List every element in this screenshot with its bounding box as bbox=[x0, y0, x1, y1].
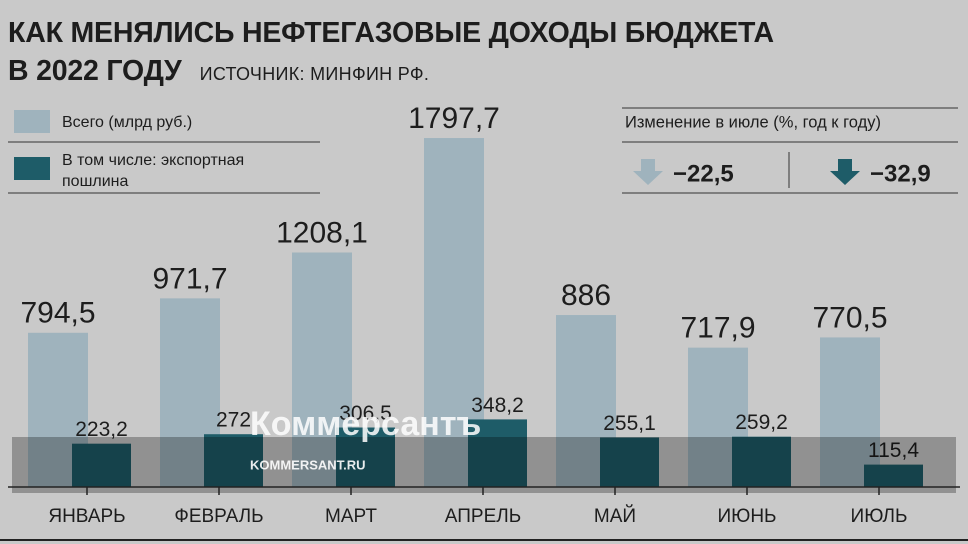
bar bbox=[204, 434, 263, 487]
value-label: 223,2 bbox=[75, 418, 128, 441]
value-label: 306,5 bbox=[339, 402, 392, 425]
bar bbox=[732, 436, 791, 487]
legend-swatch bbox=[14, 110, 50, 133]
x-tick-label: ИЮЛЬ bbox=[851, 506, 908, 527]
change-title: Изменение в июле (%, год к году) bbox=[625, 113, 881, 131]
bar bbox=[820, 337, 880, 487]
change-arrow bbox=[633, 159, 663, 185]
watermark-band bbox=[12, 437, 956, 493]
value-label: 770,5 bbox=[812, 301, 887, 334]
watermark-logo: Коммерсантъ bbox=[250, 405, 481, 443]
value-label: 115,4 bbox=[868, 439, 919, 462]
legend-swatch bbox=[14, 157, 50, 180]
value-label: 348,2 bbox=[471, 394, 524, 417]
value-label: 272 bbox=[216, 409, 251, 432]
bar bbox=[468, 419, 527, 487]
x-tick-label: ИЮНЬ bbox=[717, 506, 776, 527]
legend-label: Всего (млрд руб.) bbox=[62, 114, 193, 131]
value-label: 1208,1 bbox=[276, 216, 368, 249]
bar bbox=[864, 464, 923, 487]
x-tick-label: МАРТ bbox=[325, 506, 377, 527]
value-label: 1797,7 bbox=[408, 102, 500, 135]
chart-title: КАК МЕНЯЛИСЬ НЕФТЕГАЗОВЫЕ ДОХОДЫ БЮДЖЕТА… bbox=[8, 17, 774, 87]
change-value: −32,9 bbox=[870, 160, 931, 187]
value-label: 886 bbox=[561, 279, 611, 312]
value-label: 971,7 bbox=[152, 262, 227, 295]
x-tick-label: ЯНВАРЬ bbox=[48, 506, 125, 527]
x-tick-label: АПРЕЛЬ bbox=[445, 506, 521, 527]
x-tick-label: ФЕВРАЛЬ bbox=[174, 506, 263, 527]
value-label: 794,5 bbox=[20, 297, 95, 330]
bar bbox=[336, 427, 395, 487]
value-label: 717,9 bbox=[680, 312, 755, 345]
change-value: −22,5 bbox=[673, 160, 734, 187]
bar bbox=[72, 443, 131, 487]
change-arrow bbox=[830, 159, 860, 185]
bar bbox=[600, 437, 659, 487]
x-tick-label: МАЙ bbox=[594, 505, 636, 527]
value-label: 255,1 bbox=[603, 412, 656, 435]
chart-title-block: КАК МЕНЯЛИСЬ НЕФТЕГАЗОВЫЕ ДОХОДЫ БЮДЖЕТА… bbox=[8, 14, 774, 93]
source: ИСТОЧНИК: МИНФИН РФ. bbox=[199, 64, 430, 84]
value-label: 259,2 bbox=[735, 411, 788, 434]
legend-label: В том числе: экспортная пошлина bbox=[62, 152, 245, 190]
watermark-url: KOMMERSANT.RU bbox=[250, 457, 366, 472]
